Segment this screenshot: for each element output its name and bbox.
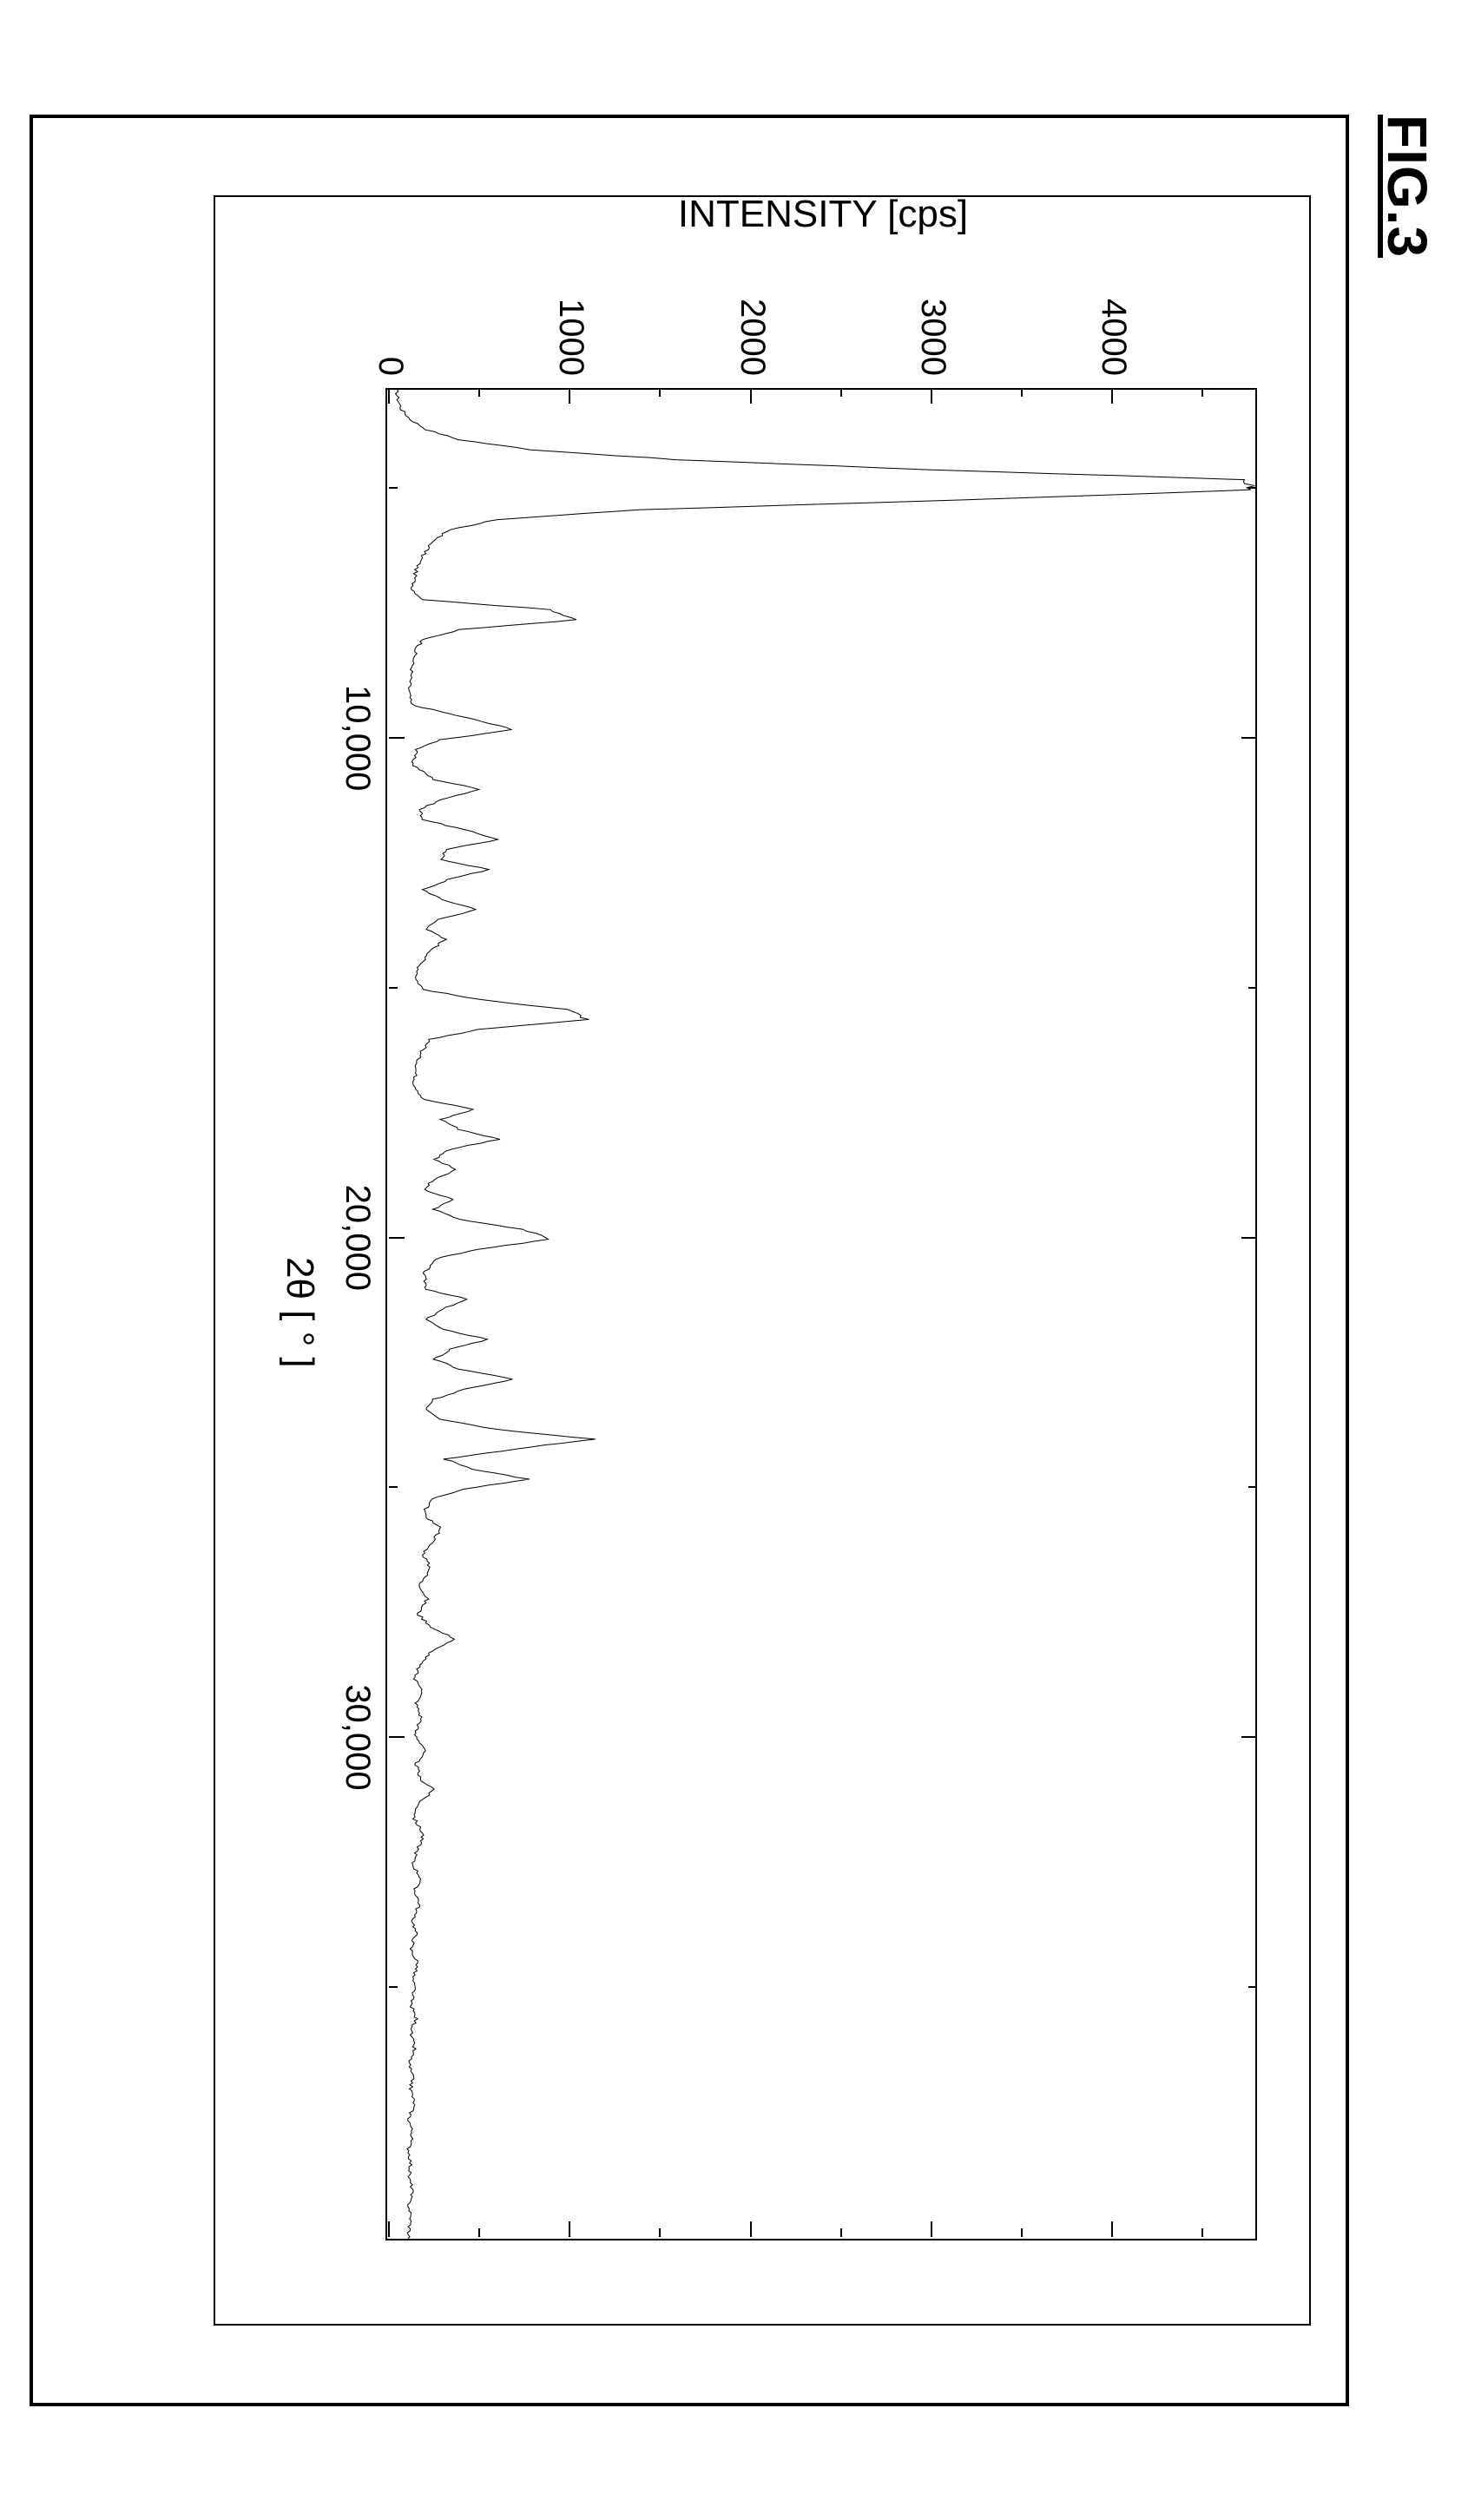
y-axis-title: INTENSITY [cps] [677,193,967,236]
figure-frame: INTENSITY [cps] 2θ [ ° ] 0 1000 2000 3000 40… [30,115,1349,2406]
x-tick-label: 20,000 [338,1184,377,1290]
x-axis-title: 2θ [ ° ] [278,1257,321,1368]
y-tick-major [569,388,570,404]
x-tick-minor [389,1986,398,1988]
y-tick-minor [1201,388,1203,397]
x-tick-minor [389,1486,398,1488]
plot-area [385,388,1257,2240]
x-tick-label: 30,000 [338,1684,377,1790]
y-tick-minor [478,2228,480,2237]
y-tick-minor [659,2228,661,2237]
x-tick-minor [389,986,398,988]
y-tick-minor [478,388,480,397]
x-tick-label: 10,000 [338,684,377,790]
x-tick-major [1241,1736,1257,1738]
y-tick-major [1111,388,1113,404]
y-tick-major [569,2221,570,2237]
y-tick-minor [659,388,661,397]
rotated-container: FIG.3 INTENSITY [cps] 2θ [ ° ] 0 1000 2000… [30,115,1439,2406]
y-tick-minor [839,388,841,397]
y-tick-major [749,388,751,404]
x-tick-minor [389,487,398,489]
x-tick-major [389,1236,405,1238]
x-tick-minor [1248,1986,1257,1988]
y-tick-minor [1021,2228,1023,2237]
xrd-spectrum-line [387,390,1255,2239]
x-tick-minor [1248,986,1257,988]
y-tick-label: 4000 [1094,299,1133,376]
y-tick-minor [1201,2228,1203,2237]
figure-label: FIG.3 [1375,115,1439,2406]
y-tick-major [1111,2221,1113,2237]
x-tick-minor [1248,487,1257,489]
x-tick-major [1241,1236,1257,1238]
x-tick-major [1241,736,1257,738]
page: FIG.3 INTENSITY [cps] 2θ [ ° ] 0 1000 2000… [0,0,1468,2520]
x-tick-major [389,1736,405,1738]
y-tick-minor [839,2228,841,2237]
y-tick-major [749,2221,751,2237]
y-tick-major [388,2221,390,2237]
y-tick-minor [1021,388,1023,397]
y-tick-major [388,388,390,404]
y-tick-major [931,388,932,404]
y-tick-label: 1000 [551,299,590,376]
y-tick-label: 2000 [732,299,771,376]
x-tick-minor [1248,1486,1257,1488]
x-tick-major [389,736,405,738]
chart-box: INTENSITY [cps] 2θ [ ° ] 0 1000 2000 3000 40… [214,195,1311,2326]
y-tick-label: 3000 [913,299,952,376]
y-tick-major [931,2221,932,2237]
y-tick-label: 0 [371,356,410,375]
